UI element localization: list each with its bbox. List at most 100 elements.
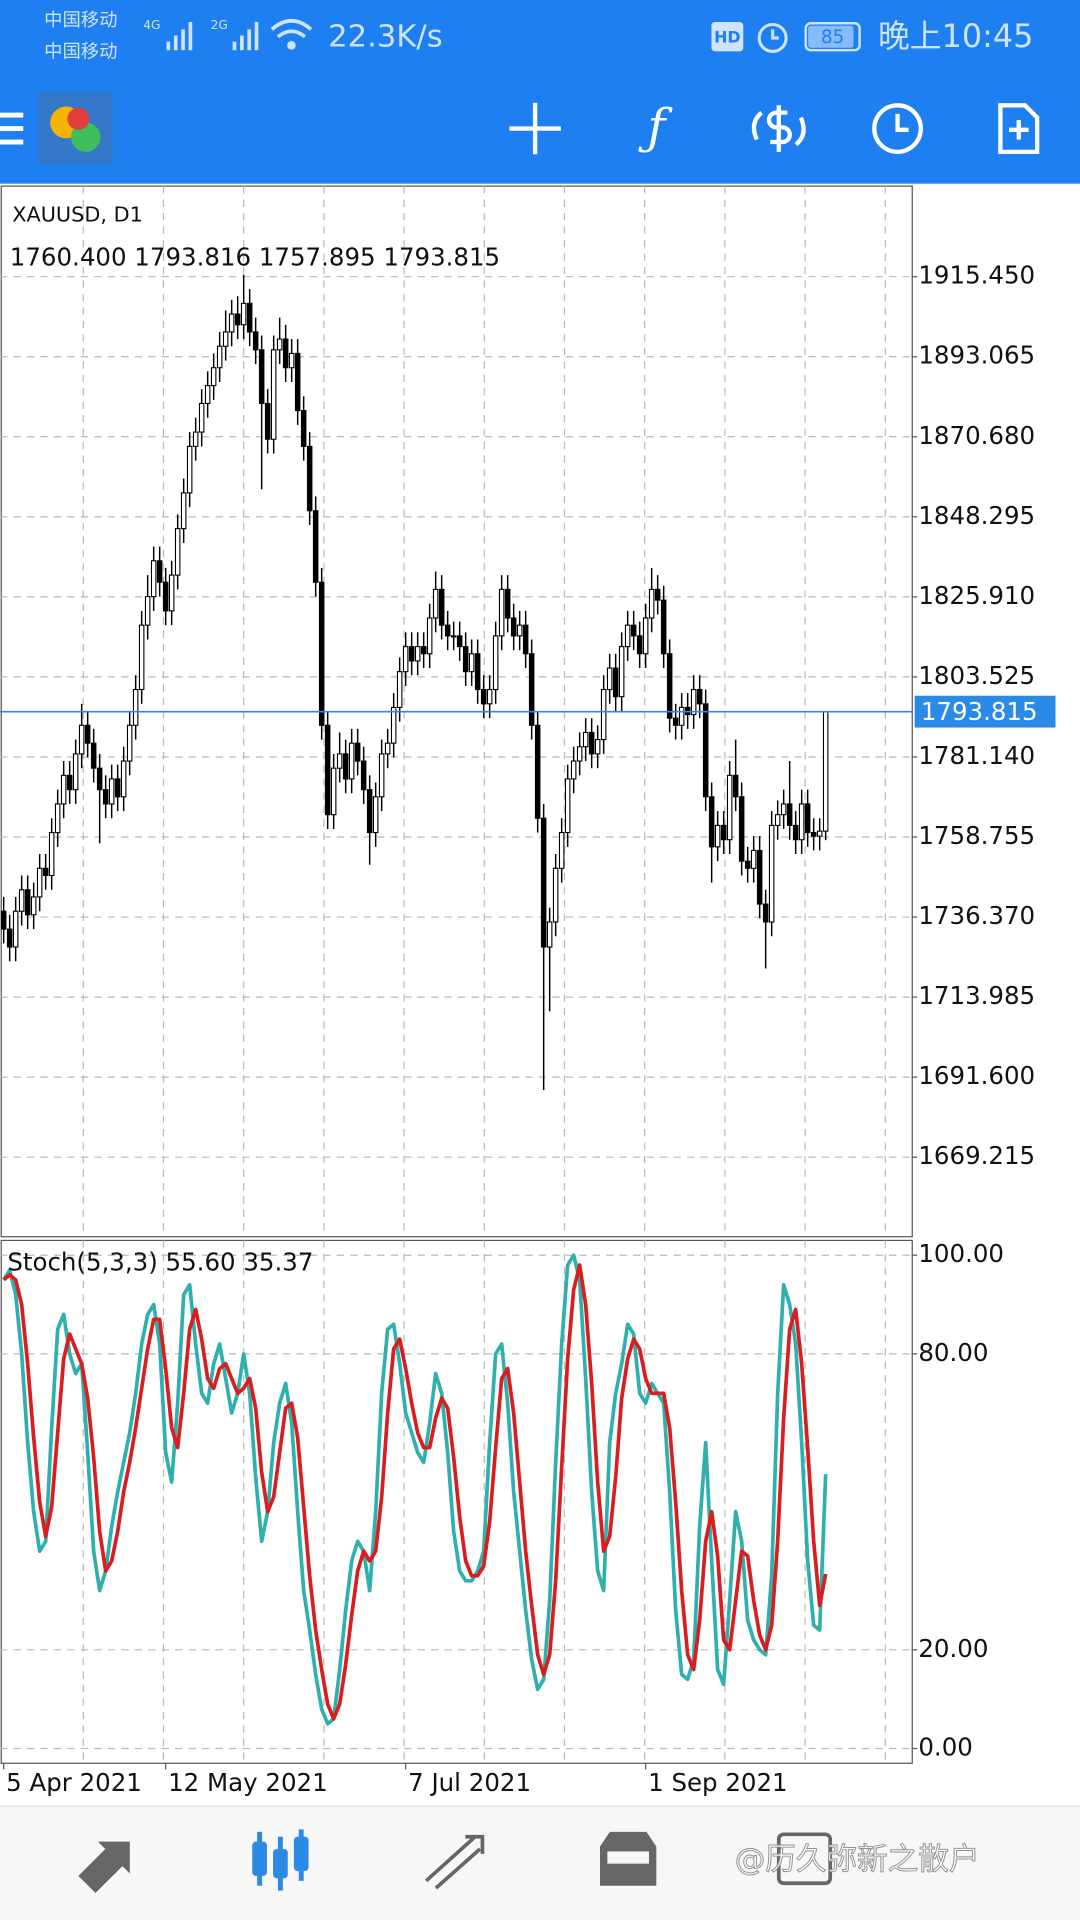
y-tick-label: 80.00 xyxy=(918,1338,988,1367)
y-tick-label: 1736.370 xyxy=(918,901,1035,930)
quotes-tab[interactable] xyxy=(78,1841,130,1894)
candle-body xyxy=(318,581,325,726)
candle-body xyxy=(486,688,493,705)
candle-body xyxy=(228,313,235,333)
trade-tab[interactable] xyxy=(424,1834,485,1890)
y-tick-label: 1691.600 xyxy=(918,1061,1035,1090)
candle-body xyxy=(528,653,535,726)
candle-body xyxy=(348,742,355,780)
candle-body xyxy=(366,789,373,834)
candle-body xyxy=(96,767,103,791)
stoch-line xyxy=(2,1263,828,1721)
candle-body xyxy=(306,445,313,512)
candle-body xyxy=(780,803,787,816)
chart-layer: 1669.215 1691.600 1713.985 1736.370 1758.755… xyxy=(0,261,1056,1797)
candle-body xyxy=(594,739,601,755)
candle-body xyxy=(492,635,499,691)
network-type: 4G xyxy=(143,18,160,32)
candle-body xyxy=(30,896,37,916)
candle-body xyxy=(390,706,397,744)
candle-body xyxy=(222,331,229,347)
candle-body xyxy=(438,588,445,626)
candle-body xyxy=(648,588,655,619)
candle-body xyxy=(600,688,607,741)
trade-button[interactable] xyxy=(751,105,806,152)
candle-body xyxy=(12,910,19,948)
alarm-icon xyxy=(757,22,788,53)
candle-body xyxy=(180,492,187,530)
candle-body xyxy=(588,731,595,755)
candle-body xyxy=(642,617,649,655)
y-tick-label: 1915.450 xyxy=(918,261,1035,290)
candle-body xyxy=(90,742,97,769)
candle-body xyxy=(54,803,61,834)
candle-body xyxy=(240,302,247,326)
candle-body xyxy=(102,789,109,805)
candle-body xyxy=(798,803,805,841)
candle-body xyxy=(822,711,829,832)
candle-body xyxy=(324,724,331,816)
candle-body xyxy=(168,574,175,612)
y-tick-label: 1669.215 xyxy=(918,1141,1035,1170)
candle-body xyxy=(762,903,769,923)
candle-body xyxy=(456,635,463,648)
menu-button[interactable] xyxy=(0,112,24,145)
chart-tab[interactable] xyxy=(252,1829,309,1891)
candle-body xyxy=(36,867,43,898)
chart-title: XAUUSD, D1 xyxy=(12,203,143,227)
candle-body xyxy=(126,724,133,762)
candle-body xyxy=(60,774,67,805)
candle-body xyxy=(300,410,307,447)
candle-body xyxy=(810,832,817,837)
candle-body xyxy=(288,352,295,369)
candle-body xyxy=(540,817,547,948)
candle-body xyxy=(342,753,349,780)
candle-body xyxy=(42,867,49,877)
candle-body xyxy=(582,731,589,748)
candle-body xyxy=(480,688,487,705)
candle-body xyxy=(246,302,253,333)
new-order-button[interactable] xyxy=(998,103,1040,154)
candle-body xyxy=(114,778,121,798)
candle-body xyxy=(630,624,637,637)
candle-body xyxy=(372,796,379,834)
candle-body xyxy=(726,774,733,841)
candle-body xyxy=(336,753,343,769)
candle-body xyxy=(384,742,391,755)
candle-body xyxy=(138,624,145,691)
net-speed: 22.3K/s xyxy=(328,19,443,54)
candle-body xyxy=(564,778,571,834)
stoch-line xyxy=(2,1253,828,1726)
candle-body xyxy=(768,824,775,923)
hd-label: HD xyxy=(714,27,741,46)
candle-body xyxy=(666,653,673,719)
y-tick-label: 1870.680 xyxy=(918,421,1035,450)
candle-body xyxy=(432,588,439,619)
candle-body xyxy=(210,367,217,387)
crosshair-button[interactable] xyxy=(509,102,561,155)
y-tick-label: 1803.525 xyxy=(918,661,1035,690)
app-icon[interactable] xyxy=(37,91,113,165)
candle-body xyxy=(426,617,433,655)
candle-body xyxy=(468,653,475,673)
candle-body xyxy=(624,624,631,648)
candle-body xyxy=(216,345,223,369)
candle-body xyxy=(396,671,403,708)
candle-body xyxy=(678,706,685,726)
candle-body xyxy=(132,688,139,726)
y-tick-label: 1758.755 xyxy=(918,821,1035,850)
x-tick-label: 1 Sep 2021 xyxy=(648,1768,788,1797)
y-tick-label: 1713.985 xyxy=(918,981,1035,1010)
candle-body xyxy=(270,349,277,440)
period-button[interactable] xyxy=(872,103,923,154)
current-price-label: 1793.815 xyxy=(921,697,1038,726)
history-tab[interactable] xyxy=(600,1831,657,1886)
candle-body xyxy=(120,760,127,798)
candle-body xyxy=(672,717,679,726)
candle-body xyxy=(696,688,703,705)
messages-tab[interactable] xyxy=(776,1832,833,1886)
candle-body xyxy=(330,767,337,816)
candle-body xyxy=(660,599,667,655)
candle-body xyxy=(264,402,271,440)
